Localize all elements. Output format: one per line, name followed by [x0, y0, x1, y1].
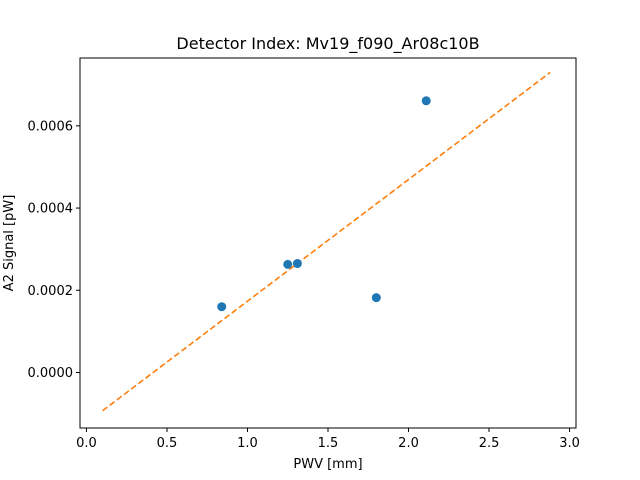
x-tick-label: 1.0	[237, 436, 258, 451]
x-tick-label: 0.5	[157, 436, 178, 451]
data-point	[292, 259, 302, 269]
x-tick-label: 2.5	[479, 436, 500, 451]
x-tick-label: 1.5	[318, 436, 339, 451]
y-tick-label: 0.0000	[28, 366, 74, 381]
plot-area	[102, 71, 551, 412]
data-point	[421, 96, 431, 106]
axes-frame	[79, 57, 577, 429]
y-tick-label: 0.0006	[28, 119, 74, 134]
x-tick-label: 3.0	[559, 436, 580, 451]
x-axis: 0.0 0.5 1.0 1.5 2.0 2.5 3.0	[76, 428, 580, 451]
y-tick-label: 0.0004	[28, 202, 74, 217]
y-axis-label: A2 Signal [pW]	[2, 195, 17, 292]
data-point	[217, 302, 227, 312]
y-axis: 0.0000 0.0002 0.0004 0.0006	[28, 119, 80, 381]
x-tick-label: 0.0	[76, 436, 97, 451]
x-axis-label: PWV [mm]	[293, 457, 362, 472]
x-tick-label: 2.0	[398, 436, 419, 451]
data-point	[283, 259, 293, 269]
data-point	[371, 293, 381, 303]
y-tick-label: 0.0002	[28, 284, 74, 299]
chart-title: Detector Index: Mv19_f090_Ar08c10B	[176, 34, 479, 54]
fit-line	[102, 71, 551, 412]
